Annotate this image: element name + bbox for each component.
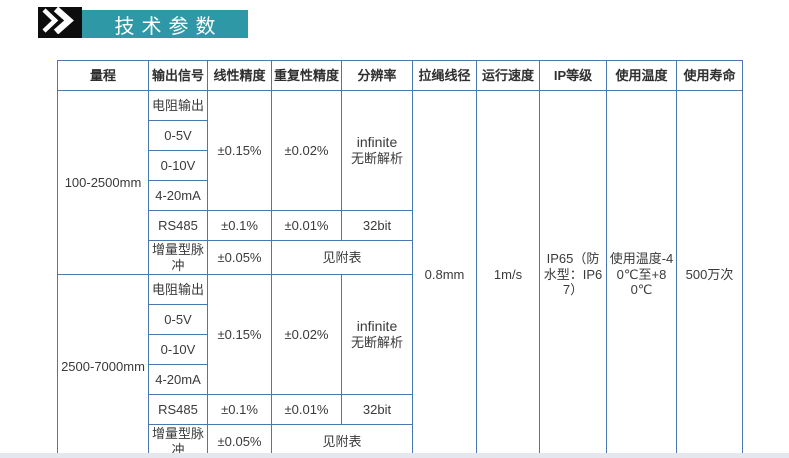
output-type-cell: 0-10V [148, 150, 208, 181]
repeatability-cell: ±0.02% [271, 90, 342, 211]
spec-table: 量程 输出信号 线性精度 重复性精度 分辨率 拉绳线径 运行速度 IP等级 使用… [57, 60, 743, 458]
header-resolution: 分辨率 [341, 60, 413, 91]
table-row: 0-10V [58, 150, 743, 181]
output-type-cell: 增量型脉冲 [148, 239, 208, 276]
table-row: RS485 ±0.1% ±0.01% 32bit [58, 394, 743, 426]
header-repeatability: 重复性精度 [271, 60, 342, 91]
header-operating-temperature: 使用温度 [606, 60, 677, 91]
output-type-cell: 电阻输出 [148, 90, 208, 121]
ip-rating-cell: IP65（防水型：IP67） [539, 89, 607, 458]
repeatability-cell: ±0.01% [271, 394, 342, 426]
output-type-cell: RS485 [148, 394, 208, 426]
resolution-english: infinite [356, 134, 398, 151]
double-chevron-right-icon [40, 6, 80, 39]
table-row: 增量型脉冲 ±0.05% 见附表 [58, 424, 743, 458]
table-row: RS485 ±0.1% ±0.01% 32bit [58, 210, 743, 241]
header-output-signal: 输出信号 [148, 60, 208, 91]
resolution-cell: 32bit [341, 210, 413, 241]
linearity-cell: ±0.15% [207, 90, 272, 211]
repeatability-cell: ±0.02% [271, 274, 342, 396]
table-row: 100-2500mm 电阻输出 ±0.15% ±0.02% infinite 无… [57, 89, 743, 458]
header-linearity: 线性精度 [207, 60, 272, 91]
resolution-english: infinite [356, 318, 398, 335]
linearity-cell: ±0.15% [207, 274, 272, 396]
header-service-life: 使用寿命 [676, 60, 743, 91]
linearity-cell: ±0.1% [207, 394, 272, 426]
service-life-cell: 500万次 [676, 89, 743, 458]
output-type-cell: 4-20mA [148, 364, 208, 396]
running-speed-cell: 1m/s [476, 89, 540, 458]
resolution-chinese: 无断解析 [350, 335, 403, 351]
linearity-cell: ±0.1% [207, 210, 272, 241]
header-ip-rating: IP等级 [539, 60, 607, 91]
resolution-cell: infinite 无断解析 [341, 90, 413, 211]
output-type-cell: 0-10V [148, 334, 208, 366]
see-appendix-cell: 见附表 [271, 424, 413, 458]
header-running-speed: 运行速度 [476, 60, 540, 91]
linearity-cell: ±0.05% [207, 239, 272, 276]
page-bottom-edge [0, 453, 789, 458]
resolution-chinese: 无断解析 [350, 151, 403, 167]
range-cell: 100-2500mm [57, 89, 149, 276]
resolution-cell: 32bit [341, 394, 413, 426]
header-row: 量程 输出信号 线性精度 重复性精度 分辨率 拉绳线径 运行速度 IP等级 使用… [57, 60, 743, 91]
header-cable-diameter: 拉绳线径 [412, 60, 477, 91]
output-type-cell: 0-5V [148, 120, 208, 151]
title-icon-box [38, 6, 82, 39]
range-cell: 2500-7000mm [57, 274, 149, 458]
operating-temperature-cell: 使用温度-40℃至+80℃ [606, 89, 677, 458]
table-row: 0-5V [58, 120, 743, 151]
output-type-cell: 4-20mA [148, 180, 208, 211]
header-range: 量程 [57, 60, 149, 91]
table-row: 0-10V [58, 334, 743, 366]
linearity-cell: ±0.05% [207, 424, 272, 458]
section-title-bar: 技术参数 [38, 6, 248, 39]
cable-diameter-cell: 0.8mm [412, 89, 477, 458]
table-row: 增量型脉冲 ±0.05% 见附表 [58, 239, 743, 276]
output-type-cell: RS485 [148, 210, 208, 241]
output-type-cell: 0-5V [148, 304, 208, 336]
resolution-cell: infinite 无断解析 [341, 274, 413, 396]
table-row: 2500-7000mm 电阻输出 ±0.15% ±0.02% infinite … [57, 274, 743, 458]
page-title: 技术参数 [82, 10, 248, 38]
output-type-cell: 电阻输出 [148, 274, 208, 306]
see-appendix-cell: 见附表 [271, 239, 413, 276]
table-row: 4-20mA [58, 364, 743, 396]
repeatability-cell: ±0.01% [271, 210, 342, 241]
